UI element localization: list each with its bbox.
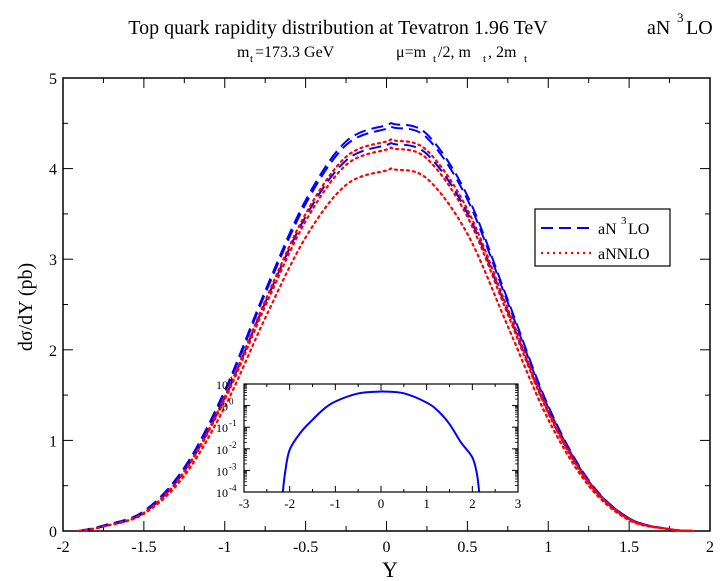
x-tick-label: 1.5 xyxy=(619,539,639,556)
x-axis-label: Y xyxy=(382,557,398,581)
x-tick-label: 0 xyxy=(383,539,391,556)
svg-text:=173.3 GeV: =173.3 GeV xyxy=(255,44,335,61)
inset-y-tick-label: 10 0 xyxy=(216,397,234,414)
inset-x-tick-label: 0 xyxy=(378,496,385,511)
inset-x-tick-label: -1 xyxy=(330,496,341,511)
main-ticks: -2 -1.5 -1 -0.5 0 0.5 1 1.5 2 0 1 2 3 4 5 xyxy=(49,71,714,556)
legend-label-annlo: aNNLO xyxy=(598,246,650,263)
y-tick-label: 4 xyxy=(49,162,57,179)
svg-text:10: 10 xyxy=(216,400,228,414)
x-tick-label: 0.5 xyxy=(457,539,477,556)
x-tick-label: -1.5 xyxy=(131,539,156,556)
svg-text:-3: -3 xyxy=(229,461,237,471)
series-line-annlo-5 xyxy=(78,167,695,533)
y-tick-label: 0 xyxy=(49,524,57,541)
inset-y-tick-label: 10 -2 xyxy=(216,440,237,457)
series-line-annlo-4 xyxy=(78,146,695,533)
svg-text:10: 10 xyxy=(216,378,228,392)
svg-text:10: 10 xyxy=(216,421,228,435)
y-axis-label: dσ/dY (pb) xyxy=(15,263,37,351)
y-tick-label: 5 xyxy=(49,71,57,88)
svg-text:-1: -1 xyxy=(229,418,237,428)
svg-text:1: 1 xyxy=(229,375,234,385)
y-tick-label: 1 xyxy=(49,433,57,450)
svg-text:μ=m: μ=m xyxy=(396,44,427,61)
svg-text:10: 10 xyxy=(216,443,228,457)
inset-x-tick-label: -3 xyxy=(239,496,250,511)
svg-text:0: 0 xyxy=(229,397,234,407)
svg-text:t: t xyxy=(250,53,253,65)
svg-text:LO: LO xyxy=(686,17,713,39)
inset-x-tick-label: 3 xyxy=(515,496,522,511)
chart-subtitle: m t =173.3 GeV μ=m t /2, m t , 2m t xyxy=(237,44,527,65)
x-tick-label: -2 xyxy=(56,539,69,556)
svg-text:-4: -4 xyxy=(229,483,237,493)
x-tick-label: 1 xyxy=(544,539,552,556)
chart-title-order: aN 3 LO xyxy=(647,10,713,39)
inset-y-tick-label: 10 -4 xyxy=(216,483,237,500)
inset-x-tick-label: 1 xyxy=(423,496,430,511)
legend-label-an3lo: aN 3 LO xyxy=(598,215,649,238)
svg-text:aN: aN xyxy=(647,17,670,39)
inset-y-tick-label: 10 -3 xyxy=(216,461,237,478)
svg-text:3: 3 xyxy=(621,215,627,227)
inset-y-tick-label: 10 1 xyxy=(216,375,234,392)
svg-text:LO: LO xyxy=(628,221,649,238)
x-tick-label: -1 xyxy=(218,539,231,556)
inset-series-line-0 xyxy=(281,390,481,493)
inset-x-tick-label: -2 xyxy=(284,496,295,511)
legend-box xyxy=(534,208,671,267)
main-curves xyxy=(78,122,695,533)
inset-curves xyxy=(281,390,481,493)
legend: aN 3 LO aNNLO xyxy=(534,208,671,267)
inset-y-tick-label: 10 -1 xyxy=(216,418,237,435)
svg-text:-2: -2 xyxy=(229,440,237,450)
svg-text:3: 3 xyxy=(677,10,684,25)
svg-text:/2, m: /2, m xyxy=(438,44,471,61)
svg-text:t: t xyxy=(483,53,486,65)
svg-text:t: t xyxy=(433,53,436,65)
inset-x-tick-label: 2 xyxy=(469,496,476,511)
x-tick-label: -0.5 xyxy=(293,539,318,556)
svg-text:, 2m: , 2m xyxy=(488,44,517,61)
svg-text:10: 10 xyxy=(216,486,228,500)
svg-text:m: m xyxy=(237,44,250,61)
svg-text:aN: aN xyxy=(598,221,617,238)
inset-background xyxy=(244,384,518,492)
svg-text:t: t xyxy=(524,53,527,65)
y-tick-label: 3 xyxy=(49,252,57,269)
x-tick-label: 2 xyxy=(706,539,714,556)
y-tick-label: 2 xyxy=(49,343,57,360)
svg-text:10: 10 xyxy=(216,464,228,478)
chart-title: Top quark rapidity distribution at Tevat… xyxy=(128,17,548,39)
main-plot: -2 -1.5 -1 -0.5 0 0.5 1 1.5 2 0 1 2 3 4 5 xyxy=(49,71,714,556)
